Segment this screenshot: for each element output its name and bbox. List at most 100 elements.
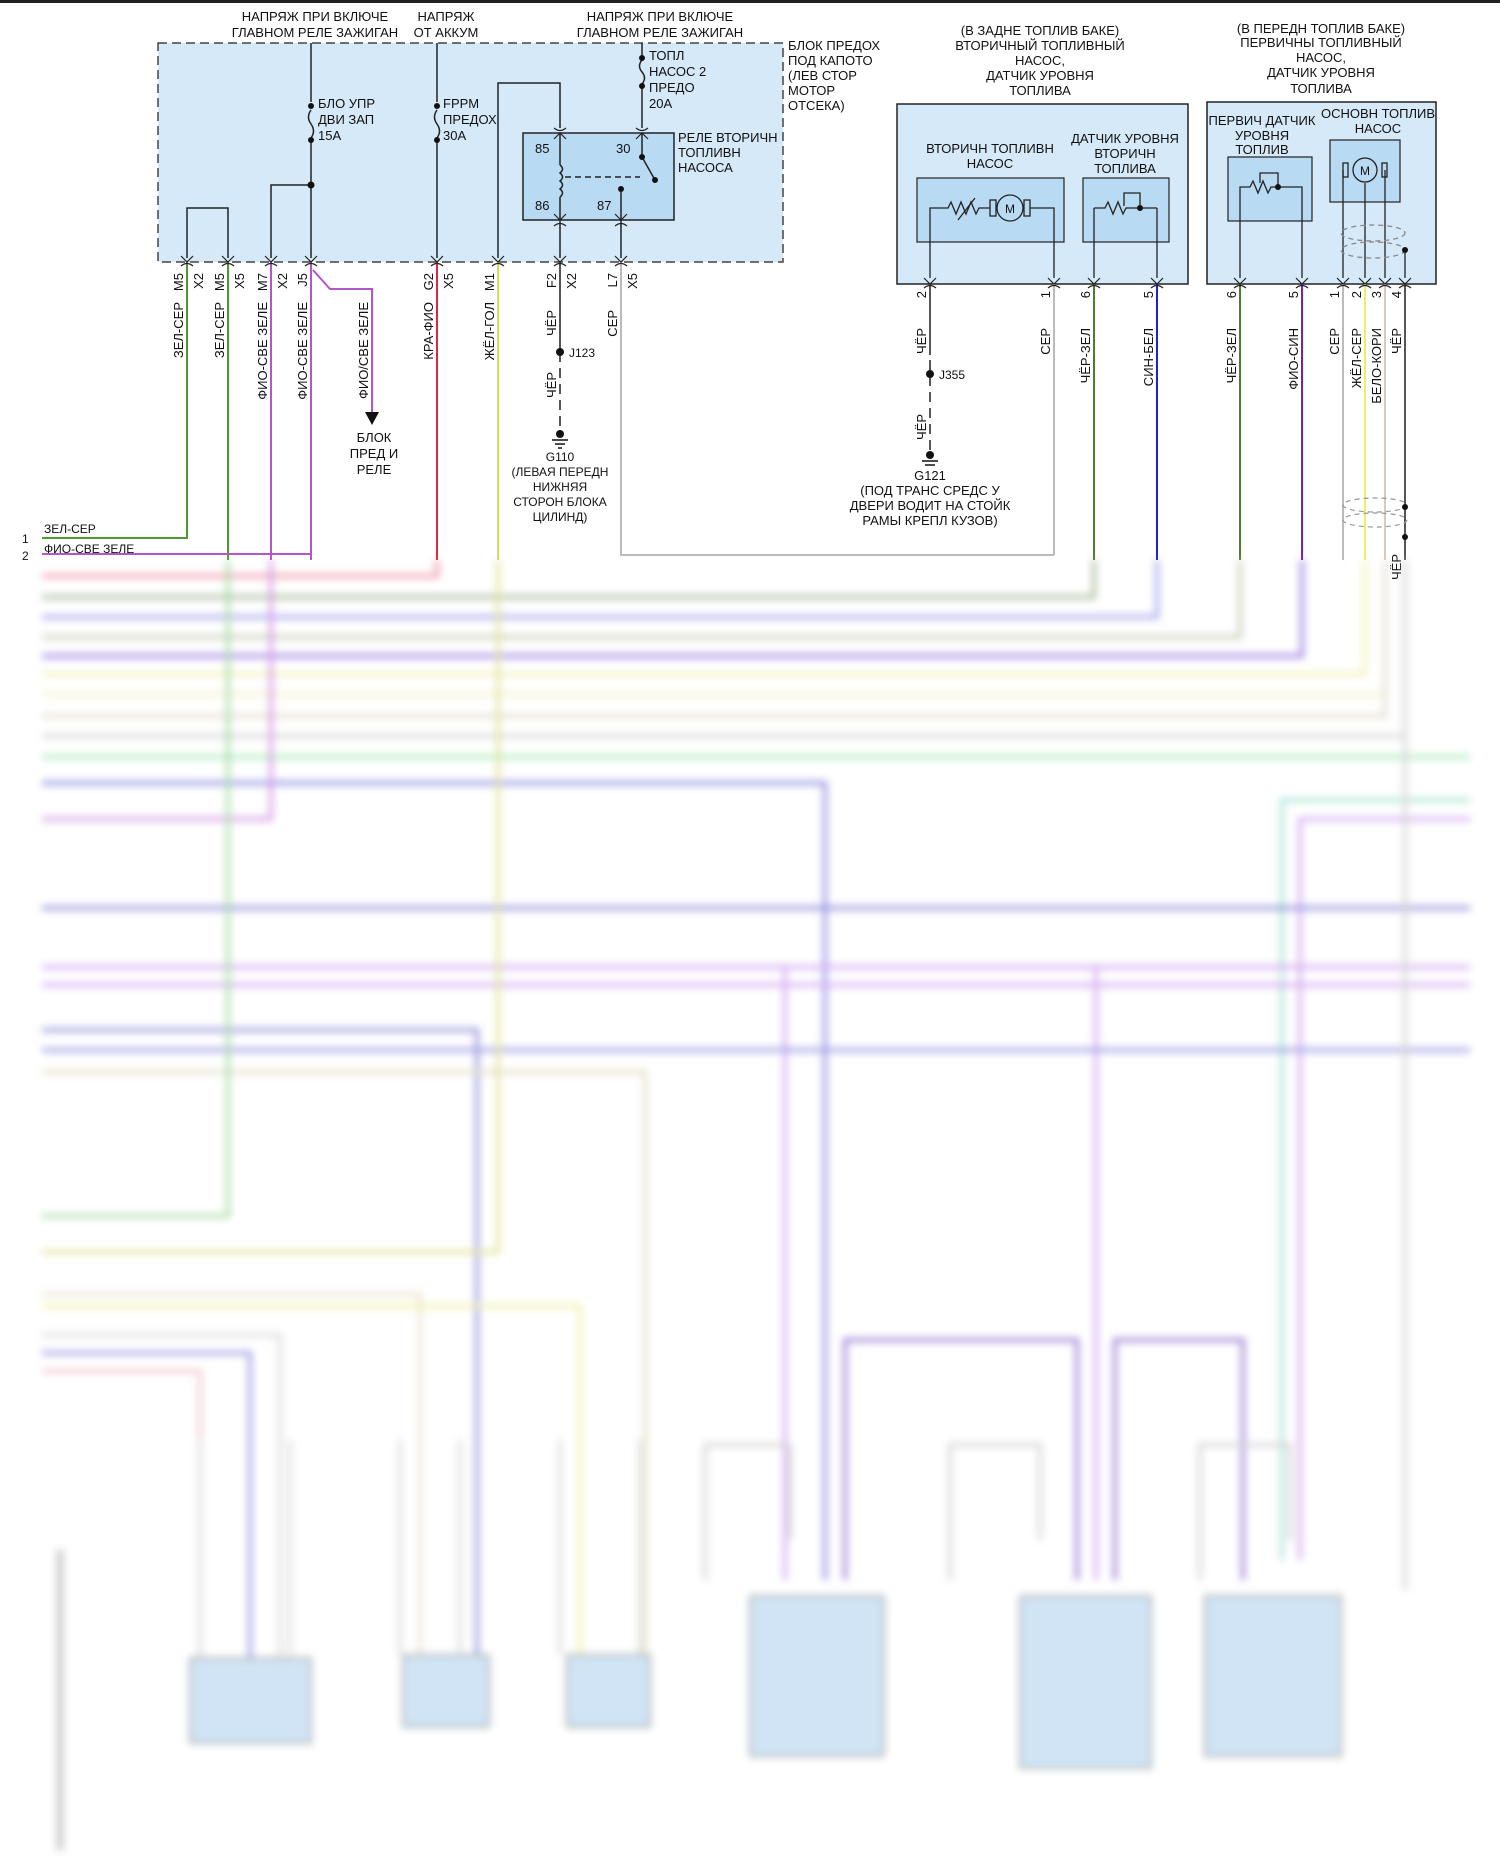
svg-text:87: 87 [597,198,611,213]
svg-text:ВТОРИЧН ТОПЛИВН: ВТОРИЧН ТОПЛИВН [926,141,1054,156]
svg-text:ДВИ ЗАП: ДВИ ЗАП [318,112,374,127]
svg-text:ЗЕЛ-СЕР: ЗЕЛ-СЕР [171,302,186,358]
svg-text:НАСОС,: НАСОС, [1296,50,1346,65]
relay-internals [558,133,656,220]
svg-text:2: 2 [914,291,929,298]
svg-text:M5: M5 [212,273,227,291]
wiper-dot [1275,184,1281,190]
svg-text:БЕЛО-КОРИ: БЕЛО-КОРИ [1369,328,1384,404]
svg-text:ЗЕЛ-СЕР: ЗЕЛ-СЕР [44,522,96,536]
rear-tank-title: (В ЗАДНЕ ТОПЛИВ БАКЕ) ВТОРИЧНЫЙ ТОПЛИВНЫ… [955,23,1124,98]
svg-text:M: M [1005,202,1015,216]
svg-text:ТОПЛИВН: ТОПЛИВН [678,145,741,160]
svg-text:(ЛЕВ СТОР: (ЛЕВ СТОР [788,68,857,83]
connector-terminal-icons [180,127,649,267]
motor-icon: M [1352,157,1378,183]
svg-text:X2: X2 [191,273,206,289]
svg-text:ФИО-СВЕ ЗЕЛЕ: ФИО-СВЕ ЗЕЛЕ [44,542,134,556]
svg-text:ОТ АККУМ: ОТ АККУМ [414,25,479,40]
svg-text:ФИО-СВЕ ЗЕЛЕ: ФИО-СВЕ ЗЕЛЕ [295,302,310,400]
svg-text:30: 30 [616,141,630,156]
svg-text:РАМЫ КРЕПЛ КУЗОВ): РАМЫ КРЕПЛ КУЗОВ) [862,513,997,528]
svg-text:ЧЁР: ЧЁР [544,310,559,336]
svg-text:ТОПЛИВА: ТОПЛИВА [1290,81,1352,96]
secondary-pump-label: ВТОРИЧН ТОПЛИВН НАСОС [926,141,1054,171]
supply-label-ignition-1: НАПРЯЖ ПРИ ВКЛЮЧЕ ГЛАВНОМ РЕЛЕ ЗАЖИГАН [232,9,398,40]
output-wires [42,262,1054,560]
svg-text:X2: X2 [275,273,290,289]
secondary-level-sensor [1082,177,1170,243]
svg-text:(В ЗАДНЕ ТОПЛИВ БАКЕ): (В ЗАДНЕ ТОПЛИВ БАКЕ) [961,23,1120,38]
fuse-terminals [307,55,645,189]
supply-label-ignition-2: НАПРЯЖ ПРИ ВКЛЮЧЕ ГЛАВНОМ РЕЛЕ ЗАЖИГАН [577,9,743,40]
relay-pin-labels: 85 30 86 87 [535,141,630,213]
svg-text:5: 5 [1286,291,1301,298]
svg-text:ФИО/СВЕ ЗЕЛЕ: ФИО/СВЕ ЗЕЛЕ [356,302,371,399]
svg-text:БЛО УПР: БЛО УПР [318,96,375,111]
svg-text:ЧЁР: ЧЁР [914,328,929,354]
svg-text:ЖЁЛ-СЕР: ЖЁЛ-СЕР [1349,328,1364,388]
svg-text:РЕЛЕ ВТОРИЧН: РЕЛЕ ВТОРИЧН [678,130,778,145]
tank-pin-labels: 2 1 6 5 6 5 1 2 3 4 [914,291,1404,298]
wiper-dot [1137,205,1143,211]
svg-text:МОТОР: МОТОР [788,83,835,98]
svg-text:СЕР: СЕР [1038,328,1053,355]
svg-text:F2: F2 [544,273,559,288]
fuse-fppm-30a: FPPM ПРЕДОХ 30A [443,96,497,143]
svg-text:FPPM: FPPM [443,96,479,111]
wire-color-labels: ЗЕЛ-СЕР ЗЕЛ-СЕР ФИО-СВЕ ЗЕЛЕ ФИО-СВЕ ЗЕЛ… [171,302,620,400]
tank-wire-labels: ЧЁР СЕР ЧЁР-ЗЕЛ СИН-БЕЛ ЧЁР-ЗЕЛ ФИО-СИН … [914,328,1404,580]
svg-text:6: 6 [1078,291,1093,298]
main-pump-label: ОСНОВН ТОПЛИВ НАСОС [1321,106,1435,136]
shield-dot [1402,247,1408,253]
svg-text:НАПРЯЖ: НАПРЯЖ [417,9,474,24]
svg-text:НАПРЯЖ ПРИ ВКЛЮЧЕ: НАПРЯЖ ПРИ ВКЛЮЧЕ [242,9,389,24]
svg-text:(В ПЕРЕДН ТОПЛИВ БАКЕ): (В ПЕРЕДН ТОПЛИВ БАКЕ) [1237,21,1405,36]
svg-text:НАСОСА: НАСОСА [678,160,733,175]
underhood-fuse-block [157,42,784,263]
svg-text:ОСНОВН ТОПЛИВ: ОСНОВН ТОПЛИВ [1321,106,1435,121]
svg-text:3: 3 [1369,291,1384,298]
svg-text:(ПОД ТРАНС СРЕДС У: (ПОД ТРАНС СРЕДС У [860,483,1000,498]
svg-text:L7: L7 [605,273,620,287]
bus-2-number: 2 [22,549,29,563]
svg-text:КРА-ФИО: КРА-ФИО [421,302,436,360]
svg-text:РЕЛЕ: РЕЛЕ [357,462,392,477]
svg-text:ВТОРИЧН: ВТОРИЧН [1094,146,1155,161]
fuse-block-internal-wiring [186,43,646,258]
svg-text:ОТСЕКА): ОТСЕКА) [788,98,845,113]
secondary-pump-circuit [929,192,1158,278]
svg-text:НАСОС 2: НАСОС 2 [649,64,706,79]
svg-text:НАСОС: НАСОС [1355,121,1401,136]
svg-text:ВТОРИЧНЫЙ ТОПЛИВНЫЙ: ВТОРИЧНЫЙ ТОПЛИВНЫЙ [955,38,1124,53]
ground-g110-label: G110 (ЛЕВАЯ ПЕРЕДН НИЖНЯЯ СТОРОН БЛОКА Ц… [512,450,609,524]
bus-labels: 1 ЗЕЛ-СЕР ФИО-СВЕ ЗЕЛЕ [22,522,134,556]
splice-j355 [926,370,934,378]
svg-text:ПОД КАПОТО: ПОД КАПОТО [788,53,873,68]
svg-text:ДВЕРИ ВОДИТ НА СТОЙК: ДВЕРИ ВОДИТ НА СТОЙК [850,498,1011,513]
svg-text:G2: G2 [421,273,436,290]
svg-text:ГЛАВНОМ РЕЛЕ ЗАЖИГАН: ГЛАВНОМ РЕЛЕ ЗАЖИГАН [577,25,743,40]
svg-text:НАСОС,: НАСОС, [1015,53,1065,68]
svg-text:G110: G110 [546,450,575,464]
svg-text:X5: X5 [625,273,640,289]
relay-label: РЕЛЕ ВТОРИЧН ТОПЛИВН НАСОСА [678,130,778,175]
svg-text:СЕР: СЕР [1327,328,1342,355]
primary-level-sensor [1227,156,1313,222]
svg-text:ПРЕДО: ПРЕДО [649,80,695,95]
svg-text:НИЖНЯЯ: НИЖНЯЯ [533,480,587,494]
motor-icon: M [996,194,1024,222]
svg-text:5: 5 [1141,291,1156,298]
svg-text:30A: 30A [443,128,466,143]
svg-text:ЧЁР: ЧЁР [914,414,929,440]
svg-text:НАПРЯЖ ПРИ ВКЛЮЧЕ: НАПРЯЖ ПРИ ВКЛЮЧЕ [587,9,734,24]
svg-text:G121: G121 [914,468,946,483]
svg-text:ЧЁР: ЧЁР [1389,328,1404,354]
svg-text:1: 1 [1038,291,1053,298]
svg-text:ЧЁР: ЧЁР [544,372,559,398]
svg-text:СТОРОН БЛОКА: СТОРОН БЛОКА [513,495,607,509]
relay-contacts [618,154,658,192]
fuse-engine-control-15a: БЛО УПР ДВИ ЗАП 15A [318,96,375,143]
blurred-lower-diagram [42,560,1470,1850]
svg-text:(ЛЕВАЯ ПЕРЕДН: (ЛЕВАЯ ПЕРЕДН [512,465,609,479]
